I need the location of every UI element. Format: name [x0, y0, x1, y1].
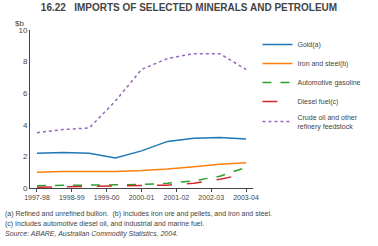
svg-text:2: 2 [23, 152, 28, 161]
svg-text:1999-00: 1999-00 [94, 194, 120, 201]
svg-text:Iron and steel(b): Iron and steel(b) [297, 60, 348, 68]
svg-text:$b: $b [15, 19, 24, 28]
svg-text:4: 4 [23, 121, 28, 130]
svg-text:Source: ABARE, Australian Comm: Source: ABARE, Australian Commodity Stat… [5, 230, 178, 238]
svg-text:0: 0 [23, 184, 28, 193]
svg-text:2002-03: 2002-03 [198, 194, 224, 201]
svg-text:2003-04: 2003-04 [233, 194, 259, 201]
svg-text:10: 10 [18, 26, 27, 35]
svg-text:2001-02: 2001-02 [163, 194, 189, 201]
svg-text:(c) Includes automotive diesel: (c) Includes automotive diesel oil, and … [5, 220, 204, 228]
svg-text:Crude oil and otherrefinery fe: Crude oil and otherrefinery feedstock [297, 114, 357, 131]
svg-text:Diesel fuel(c): Diesel fuel(c) [297, 98, 338, 106]
svg-text:8: 8 [23, 57, 28, 66]
svg-text:1997-98: 1997-98 [24, 194, 50, 201]
svg-text:2000-01: 2000-01 [129, 194, 155, 201]
svg-text:Gold(a): Gold(a) [297, 41, 320, 49]
svg-text:6: 6 [23, 89, 28, 98]
svg-text:Automotive gasoline: Automotive gasoline [297, 79, 360, 87]
svg-text:16.22 IMPORTS OF SELECTED MI: 16.22 IMPORTS OF SELECTED MINERALS AND P… [41, 2, 337, 13]
svg-text:(a) Refined and unrefined bull: (a) Refined and unrefined bullion. (b) I… [5, 210, 272, 218]
svg-text:1998-99: 1998-99 [59, 194, 85, 201]
